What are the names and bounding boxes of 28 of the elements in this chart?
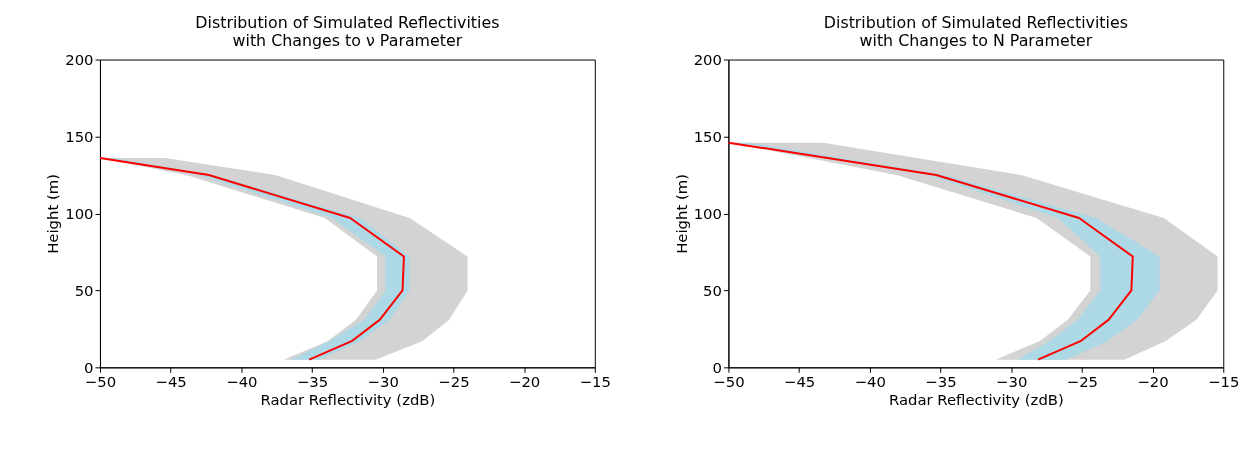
x-tick-label: −25 — [438, 372, 470, 390]
x-tick-label: −20 — [1137, 372, 1169, 390]
x-tick-label: −20 — [508, 372, 541, 390]
y-axis-title: Height (m) — [672, 174, 690, 254]
x-tick-label: −45 — [783, 372, 816, 390]
x-tick-label: −15 — [1208, 372, 1240, 390]
y-tick-label: 50 — [703, 281, 722, 299]
x-tick-label: −35 — [925, 372, 957, 390]
x-axis-title: Radar Reflectivity (zdB) — [260, 391, 436, 409]
y-tick-label: 150 — [693, 127, 722, 145]
y-tick-label: 100 — [65, 204, 94, 222]
y-tick-label: 150 — [65, 127, 94, 145]
x-tick-label: −15 — [579, 372, 611, 390]
x-tick-label: −30 — [996, 372, 1028, 390]
x-axis-title: Radar Reflectivity (zdB) — [888, 391, 1064, 409]
x-tick-label: −25 — [1066, 372, 1099, 390]
x-tick-label: −40 — [226, 372, 258, 390]
x-tick-label: −35 — [296, 372, 329, 390]
x-tick-label: −30 — [367, 372, 399, 390]
y-tick-label: 100 — [693, 204, 722, 222]
chart-title: Distribution of Simulated Reflectivities with Changes to ν Parameter — [195, 12, 500, 50]
x-tick-label: −45 — [155, 372, 187, 390]
y-tick-label: 200 — [693, 50, 722, 68]
y-axis-title: Height (m) — [44, 174, 62, 254]
chart-title: Distribution of Simulated Reflectivities with Changes to N Parameter — [823, 12, 1128, 50]
x-tick-label: −40 — [854, 372, 886, 390]
y-tick-label: 50 — [74, 281, 94, 299]
y-tick-label: 200 — [65, 50, 94, 68]
